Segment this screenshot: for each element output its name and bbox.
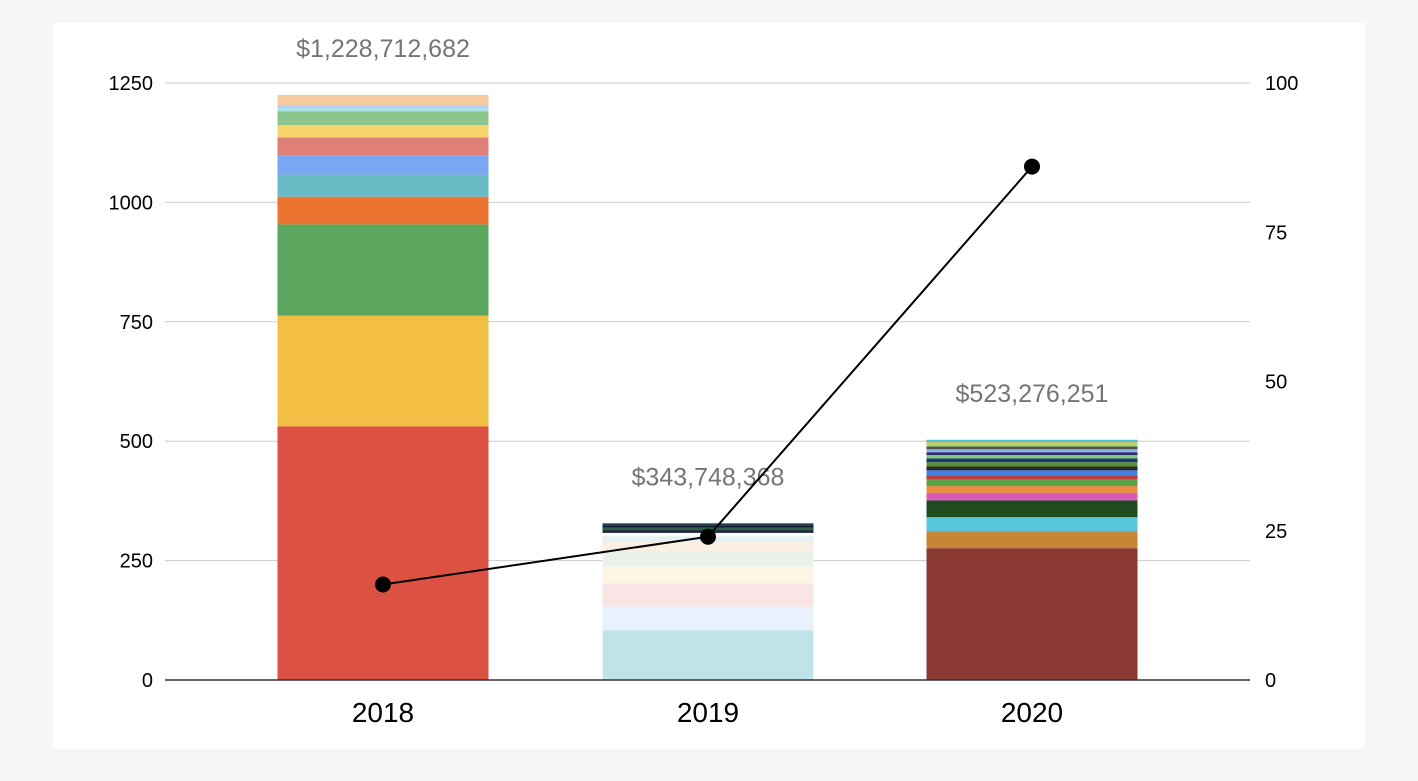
- bar-segment: [926, 470, 1138, 476]
- bar-segment: [277, 107, 489, 112]
- bar-segment: [926, 531, 1138, 549]
- bar-segment: [926, 439, 1138, 443]
- bar-total-label: $523,276,251: [956, 380, 1109, 408]
- bar-segment: [926, 458, 1138, 463]
- bar-segment: [602, 551, 814, 567]
- stacked-bar-chart: 0 250 500 750 1000 1250 0 25 50 75 100 $1,228,712,6…: [109, 35, 1299, 728]
- x-axis-category-label: 2020: [1001, 697, 1063, 728]
- line-point: [700, 528, 716, 545]
- bar-segment: [926, 475, 1138, 480]
- bar-segment: [277, 426, 489, 680]
- line-point: [375, 576, 391, 593]
- right-axis-tick-label: 50: [1265, 372, 1287, 394]
- left-axis-tick-label: 500: [120, 431, 153, 453]
- bar-segment: [277, 196, 489, 225]
- left-axis-tick-label: 1250: [109, 73, 154, 95]
- bar-segment: [277, 315, 489, 427]
- bar-segment: [926, 466, 1138, 471]
- left-axis-tick-label: 1000: [109, 192, 154, 214]
- right-axis-tick-label: 0: [1265, 670, 1276, 692]
- bar-segment: [926, 455, 1138, 459]
- bar-segment: [926, 500, 1138, 518]
- bar-segment: [602, 523, 814, 526]
- bar-segment: [602, 566, 814, 584]
- bar-segment: [926, 517, 1138, 532]
- x-axis-category-label: 2019: [677, 697, 739, 728]
- right-axis-tick-label: 75: [1265, 222, 1287, 244]
- bar-segment: [602, 583, 814, 607]
- bar-segment: [602, 630, 814, 680]
- bar-segment: [926, 444, 1138, 447]
- bar-segment: [277, 174, 489, 197]
- left-axis-tick-label: 0: [142, 670, 153, 692]
- bar-segment: [602, 606, 814, 631]
- left-axis-tick-label: 250: [120, 551, 153, 573]
- bar-segment: [277, 137, 489, 156]
- bar-segment: [926, 462, 1138, 467]
- bar-segment: [926, 492, 1138, 501]
- bar-segment: [926, 449, 1138, 453]
- right-axis-tick-label: 100: [1265, 73, 1298, 95]
- bar-segment: [926, 486, 1138, 493]
- bar-segment: [926, 442, 1138, 445]
- bar-segment: [277, 155, 489, 175]
- bar-segment: [277, 224, 489, 316]
- right-axis-tick-label: 25: [1265, 521, 1287, 543]
- bar-segment: [926, 446, 1138, 450]
- bar-segment: [602, 541, 814, 552]
- bar-segment: [277, 105, 489, 108]
- bar-segment: [926, 548, 1138, 680]
- line-point: [1024, 158, 1040, 175]
- bar-segment: [277, 94, 489, 106]
- bar-total-label: $343,748,368: [632, 463, 785, 491]
- bar-segment: [277, 111, 489, 126]
- bar-segment: [277, 125, 489, 138]
- left-axis-tick-label: 750: [120, 312, 153, 334]
- bar-total-label: $1,228,712,682: [296, 35, 470, 63]
- bar-segment: [926, 452, 1138, 456]
- chart-card: 0 250 500 750 1000 1250 0 25 50 75 100 $1,228,712,6…: [53, 23, 1365, 749]
- x-axis-category-label: 2018: [352, 697, 414, 728]
- bar-segment: [926, 479, 1138, 487]
- bar-segment: [602, 525, 814, 528]
